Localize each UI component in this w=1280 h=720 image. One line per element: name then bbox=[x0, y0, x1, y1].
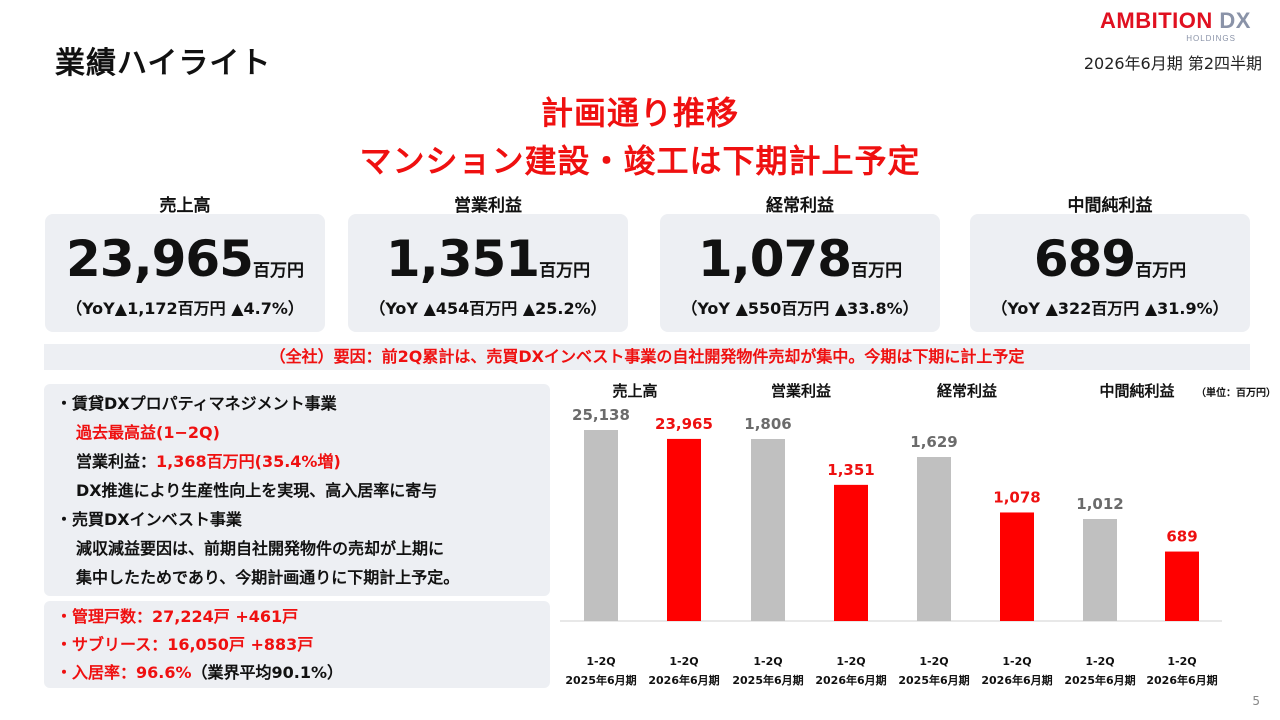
chart-value-label: 1,012 bbox=[1076, 495, 1123, 513]
kpi-card-ordinary-profit: 1,078百万円 （YoY ▲550百万円 ▲33.8%） bbox=[660, 214, 940, 332]
logo-text: AMBITION bbox=[1100, 8, 1213, 33]
kpi-label-sales: 売上高 bbox=[159, 196, 211, 216]
metric-occupancy-value: ・入居率：96.6% bbox=[56, 663, 192, 682]
note-line: DX推進により生産性向上を実現、高入居率に寄与 bbox=[76, 481, 438, 500]
note-line: ・売買DXインベスト事業 bbox=[56, 510, 242, 529]
kpi-card-operating-profit: 1,351百万円 （YoY ▲454百万円 ▲25.2%） bbox=[348, 214, 628, 332]
company-logo: AMBITION DX HOLDINGS bbox=[1100, 8, 1250, 46]
chart-group-label: 売上高 bbox=[612, 382, 657, 400]
note-line: 減収減益要因は、前期自社開発物件の売却が上期に bbox=[76, 539, 445, 558]
metric-sublease: ・サブリース：16,050戸 +883戸 bbox=[56, 635, 314, 654]
chart-value-label: 25,138 bbox=[572, 406, 630, 424]
logo-dx: DX bbox=[1219, 8, 1251, 33]
chart-tick-label: 2025年6月期 bbox=[732, 673, 803, 687]
note-line-highlight: 過去最高益(1−2Q) bbox=[76, 423, 220, 442]
chart-bar bbox=[1083, 519, 1117, 621]
kpi-value: 689 bbox=[1033, 230, 1136, 288]
page-number: 5 bbox=[1252, 694, 1260, 708]
chart-bar bbox=[1165, 551, 1199, 621]
chart-value-label: 1,078 bbox=[993, 488, 1040, 506]
metric-managed-units: ・管理戸数：27,224戸 +461戸 bbox=[56, 607, 299, 626]
kpi-yoy: （YoY ▲454百万円 ▲25.2%） bbox=[369, 299, 607, 318]
kpi-value: 1,351 bbox=[385, 230, 540, 288]
note-line: 営業利益：1,368百万円(35.4%増) bbox=[76, 448, 341, 472]
kpi-yoy: （YoY▲1,172百万円 ▲4.7%） bbox=[66, 299, 304, 318]
chart-tick-label: 2026年6月期 bbox=[648, 673, 719, 687]
kpi-value: 23,965 bbox=[66, 230, 254, 288]
chart-group-label: 営業利益 bbox=[771, 382, 831, 400]
segment-notes-panel: ・賃貸DXプロパティマネジメント事業 過去最高益(1−2Q) 営業利益：1,36… bbox=[44, 384, 550, 596]
chart-value-label: 689 bbox=[1166, 528, 1197, 546]
kpi-yoy: （YoY ▲550百万円 ▲33.8%） bbox=[681, 299, 919, 318]
note-line: 集中したためであり、今期計画通りに下期計上予定。 bbox=[76, 568, 460, 587]
chart-value-label: 1,629 bbox=[910, 433, 957, 451]
kpi-label-net-income: 中間純利益 bbox=[1067, 196, 1153, 216]
page-title: 業績ハイライト bbox=[55, 46, 272, 81]
factor-banner: （全社）要因：前2Q累計は、売買DXインベスト事業の自社開発物件売却が集中。今期… bbox=[44, 344, 1250, 370]
chart-tick-label: 2026年6月期 bbox=[1146, 673, 1217, 687]
chart-bar bbox=[584, 430, 618, 621]
kpi-yoy: （YoY ▲322百万円 ▲31.9%） bbox=[991, 299, 1229, 318]
note-value: 1,368百万円(35.4%増) bbox=[156, 452, 341, 471]
chart-tick-label: 1-2Q bbox=[1002, 655, 1031, 668]
chart-tick-label: 2025年6月期 bbox=[898, 673, 969, 687]
kpi-unit: 百万円 bbox=[851, 261, 903, 281]
chart-tick-label: 1-2Q bbox=[753, 655, 782, 668]
headline-line-2: マンション建設・竣工は下期計上予定 bbox=[359, 142, 921, 180]
chart-group-label: 中間純利益 bbox=[1099, 382, 1174, 400]
chart-tick-label: 2026年6月期 bbox=[981, 673, 1052, 687]
kpi-label-operating-profit: 営業利益 bbox=[454, 196, 522, 216]
results-bar-chart: 売上高 営業利益 経常利益 中間純利益 （単位：百万円） 25,138 23,96… bbox=[560, 382, 1272, 687]
chart-bar bbox=[751, 439, 785, 621]
chart-tick-label: 1-2Q bbox=[919, 655, 948, 668]
chart-bar bbox=[834, 484, 868, 621]
chart-tick-label: 1-2Q bbox=[1167, 655, 1196, 668]
chart-tick-label: 2025年6月期 bbox=[565, 673, 636, 687]
headline-line-1: 計画通り推移 bbox=[540, 94, 739, 132]
note-label: 営業利益： bbox=[76, 452, 157, 471]
kpi-label-ordinary-profit: 経常利益 bbox=[766, 196, 834, 216]
chart-tick-label: 1-2Q bbox=[836, 655, 865, 668]
metric-occupancy-note: （業界平均90.1%） bbox=[191, 663, 344, 682]
kpi-card-net-income: 689百万円 （YoY ▲322百万円 ▲31.9%） bbox=[970, 214, 1250, 332]
kpi-unit: 百万円 bbox=[539, 261, 591, 281]
kpi-card-sales: 23,965百万円 （YoY▲1,172百万円 ▲4.7%） bbox=[45, 214, 325, 332]
chart-tick-label: 1-2Q bbox=[669, 655, 698, 668]
chart-group-label: 経常利益 bbox=[937, 382, 997, 400]
chart-unit-label: （単位：百万円） bbox=[1196, 386, 1272, 399]
chart-tick-label: 1-2Q bbox=[1085, 655, 1114, 668]
chart-value-label: 1,351 bbox=[827, 461, 874, 479]
chart-bar bbox=[1000, 512, 1034, 621]
chart-tick-label: 1-2Q bbox=[586, 655, 615, 668]
chart-tick-label: 2026年6月期 bbox=[815, 673, 886, 687]
chart-bar bbox=[667, 438, 701, 621]
chart-bar bbox=[917, 457, 951, 621]
metric-occupancy: ・入居率：96.6%（業界平均90.1%） bbox=[56, 659, 343, 683]
note-line: ・賃貸DXプロパティマネジメント事業 bbox=[56, 394, 337, 413]
logo-subtext: HOLDINGS bbox=[1186, 34, 1236, 43]
kpi-value: 1,078 bbox=[697, 230, 852, 288]
chart-value-label: 1,806 bbox=[744, 415, 791, 433]
kpi-unit: 百万円 bbox=[252, 261, 304, 281]
fiscal-period: 2026年6月期 第2四半期 bbox=[1083, 54, 1262, 73]
metrics-panel: ・管理戸数：27,224戸 +461戸 ・サブリース：16,050戸 +883戸… bbox=[44, 601, 550, 688]
chart-tick-label: 2025年6月期 bbox=[1064, 673, 1135, 687]
kpi-unit: 百万円 bbox=[1135, 261, 1187, 281]
chart-value-label: 23,965 bbox=[655, 415, 713, 433]
